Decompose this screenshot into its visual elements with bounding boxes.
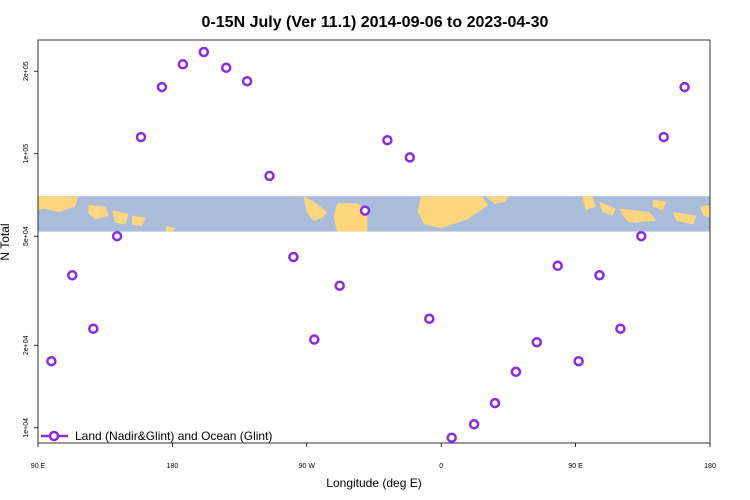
- legend: Land (Nadir&Glint) and Ocean (Glint): [41, 429, 272, 443]
- y-tick-label: 2e+05: [23, 61, 30, 81]
- data-point: [658, 131, 669, 143]
- plot-frame: [37, 39, 711, 444]
- x-axis: 90 E 180 90 W 0 90 E 180: [31, 443, 716, 470]
- y-axis-title: N Total: [0, 223, 12, 260]
- data-point: [264, 170, 275, 182]
- x-axis-title: Longitude (deg E): [326, 476, 421, 490]
- map-land: [38, 196, 79, 213]
- legend-label: Land (Nadir&Glint) and Ocean (Glint): [75, 429, 272, 443]
- data-point: [156, 81, 168, 93]
- data-point: [241, 75, 253, 87]
- y-tick-label: 5e+04: [23, 226, 30, 246]
- data-point: [198, 46, 210, 58]
- y-tick-label: 2e+04: [23, 335, 30, 355]
- data-point: [446, 432, 457, 443]
- data-point: [679, 81, 690, 93]
- data-point: [594, 270, 605, 281]
- y-tick-label: 1e+04: [23, 418, 30, 438]
- map-land: [165, 226, 176, 232]
- data-point: [220, 62, 232, 73]
- map-land: [333, 203, 368, 232]
- data-point: [288, 251, 299, 263]
- data-point: [615, 323, 626, 334]
- x-tick-label: 90 E: [31, 463, 46, 470]
- map-land: [303, 196, 327, 221]
- data-point: [636, 230, 647, 242]
- data-point: [88, 323, 99, 334]
- map-land: [88, 205, 109, 220]
- map-land: [417, 196, 489, 228]
- map-land: [673, 212, 697, 225]
- map-ocean: [38, 196, 710, 232]
- data-point: [552, 260, 563, 272]
- data-point: [334, 280, 345, 291]
- y-axis: 1e+04 2e+04 5e+04 1e+05 2e+05: [23, 61, 38, 438]
- data-point: [359, 205, 371, 216]
- data-point: [489, 397, 501, 409]
- chart-title: 0-15N July (Ver 11.1) 2014-09-06 to 2023…: [202, 14, 549, 31]
- map-land: [582, 196, 596, 211]
- x-tick-label: 90 E: [568, 463, 583, 470]
- data-point: [468, 419, 480, 430]
- data-point: [177, 59, 189, 70]
- y-tick-label: 1e+05: [23, 144, 30, 164]
- x-tick-label: 180: [704, 463, 716, 470]
- map-land: [599, 201, 616, 216]
- data-point: [111, 230, 123, 242]
- data-point: [67, 270, 78, 281]
- data-points: [46, 46, 690, 443]
- data-point: [46, 355, 57, 367]
- data-point: [573, 355, 584, 367]
- data-point: [531, 337, 543, 348]
- world-map-band: [38, 196, 710, 232]
- legend-marker: [48, 430, 60, 442]
- data-point: [382, 134, 393, 146]
- map-land: [111, 210, 129, 225]
- data-point: [309, 334, 320, 345]
- x-tick-label: 90 W: [299, 463, 316, 470]
- map-land: [619, 208, 657, 223]
- x-tick-label: 180: [167, 463, 179, 470]
- map-land: [699, 205, 710, 218]
- data-point: [135, 131, 147, 143]
- data-point: [510, 366, 522, 378]
- map-land: [652, 199, 667, 211]
- x-tick-label: 0: [439, 463, 443, 470]
- data-point: [424, 313, 435, 324]
- map-land: [484, 196, 509, 204]
- data-point: [404, 152, 416, 163]
- map-land: [132, 215, 146, 227]
